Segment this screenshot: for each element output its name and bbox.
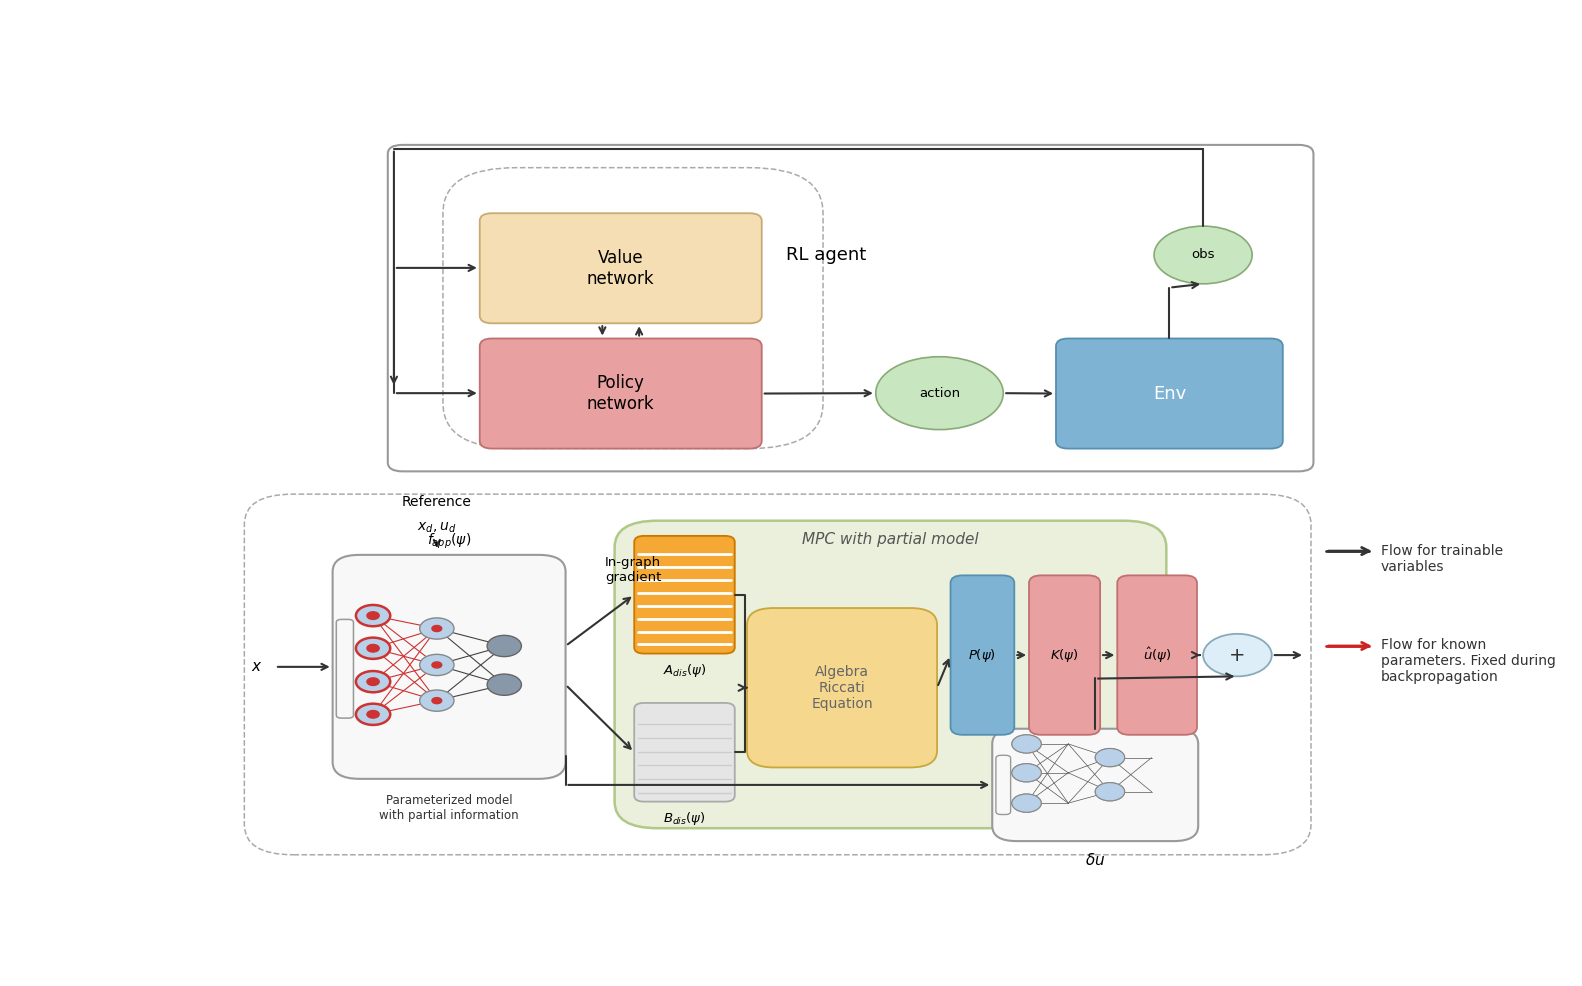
Circle shape	[487, 635, 522, 657]
Circle shape	[1012, 735, 1041, 753]
Circle shape	[432, 625, 441, 632]
Text: action: action	[919, 387, 960, 399]
FancyBboxPatch shape	[747, 608, 937, 767]
FancyBboxPatch shape	[634, 703, 734, 802]
Text: +: +	[1229, 646, 1245, 665]
Circle shape	[1012, 794, 1041, 812]
Circle shape	[1095, 748, 1125, 767]
Text: Reference: Reference	[402, 495, 471, 509]
FancyBboxPatch shape	[997, 755, 1011, 814]
FancyBboxPatch shape	[337, 619, 353, 718]
Circle shape	[367, 645, 380, 652]
Text: Parameterized model
with partial information: Parameterized model with partial informa…	[380, 794, 519, 821]
FancyBboxPatch shape	[634, 536, 734, 654]
Circle shape	[356, 704, 391, 725]
Text: $B_{dis}(\psi)$: $B_{dis}(\psi)$	[663, 810, 706, 827]
FancyBboxPatch shape	[443, 168, 823, 449]
Circle shape	[1012, 764, 1041, 782]
FancyBboxPatch shape	[1028, 576, 1099, 735]
Circle shape	[1012, 764, 1041, 782]
Text: Algebra
Riccati
Equation: Algebra Riccati Equation	[812, 665, 873, 711]
Text: $K(\psi)$: $K(\psi)$	[1050, 647, 1079, 664]
Circle shape	[419, 690, 454, 711]
Circle shape	[419, 618, 454, 639]
Ellipse shape	[876, 357, 1003, 430]
Text: $x_d, u_d$: $x_d, u_d$	[418, 521, 457, 535]
Text: $A_{dis}(\psi)$: $A_{dis}(\psi)$	[663, 662, 706, 678]
FancyBboxPatch shape	[244, 494, 1311, 855]
FancyBboxPatch shape	[951, 576, 1014, 735]
Circle shape	[1095, 783, 1125, 801]
FancyBboxPatch shape	[992, 729, 1198, 841]
FancyBboxPatch shape	[479, 338, 763, 449]
Text: obs: obs	[1191, 248, 1215, 261]
FancyBboxPatch shape	[1117, 576, 1198, 735]
Text: $\delta u$: $\delta u$	[1085, 852, 1106, 868]
Text: $f_{app}(\psi)$: $f_{app}(\psi)$	[427, 531, 471, 551]
Text: RL agent: RL agent	[786, 246, 867, 264]
Circle shape	[419, 655, 454, 675]
Circle shape	[1012, 794, 1041, 812]
Circle shape	[1095, 783, 1125, 801]
Circle shape	[1012, 735, 1041, 753]
Circle shape	[367, 611, 380, 619]
FancyBboxPatch shape	[479, 213, 763, 323]
Text: $x$: $x$	[252, 660, 263, 674]
Text: Flow for known
parameters. Fixed during
backpropagation: Flow for known parameters. Fixed during …	[1381, 638, 1555, 684]
FancyBboxPatch shape	[332, 555, 566, 779]
Circle shape	[356, 671, 391, 692]
Text: Flow for trainable
variables: Flow for trainable variables	[1381, 543, 1503, 574]
Circle shape	[1202, 634, 1272, 676]
Ellipse shape	[1155, 226, 1253, 284]
Circle shape	[356, 605, 391, 626]
Text: In-graph
gradient: In-graph gradient	[604, 556, 661, 584]
Text: $\hat{u}(\psi)$: $\hat{u}(\psi)$	[1142, 646, 1171, 665]
Circle shape	[432, 662, 441, 668]
FancyBboxPatch shape	[614, 521, 1166, 828]
Text: Value
network: Value network	[587, 248, 655, 288]
Circle shape	[487, 674, 522, 695]
Circle shape	[1095, 748, 1125, 767]
Text: Env: Env	[1153, 385, 1186, 402]
Circle shape	[356, 638, 391, 659]
Circle shape	[432, 698, 441, 704]
FancyBboxPatch shape	[1057, 338, 1283, 449]
Text: MPC with partial model: MPC with partial model	[802, 532, 979, 547]
FancyBboxPatch shape	[388, 145, 1313, 471]
Text: Policy
network: Policy network	[587, 374, 655, 413]
Circle shape	[367, 711, 380, 718]
Circle shape	[367, 677, 380, 685]
Text: $P(\psi)$: $P(\psi)$	[968, 647, 997, 664]
